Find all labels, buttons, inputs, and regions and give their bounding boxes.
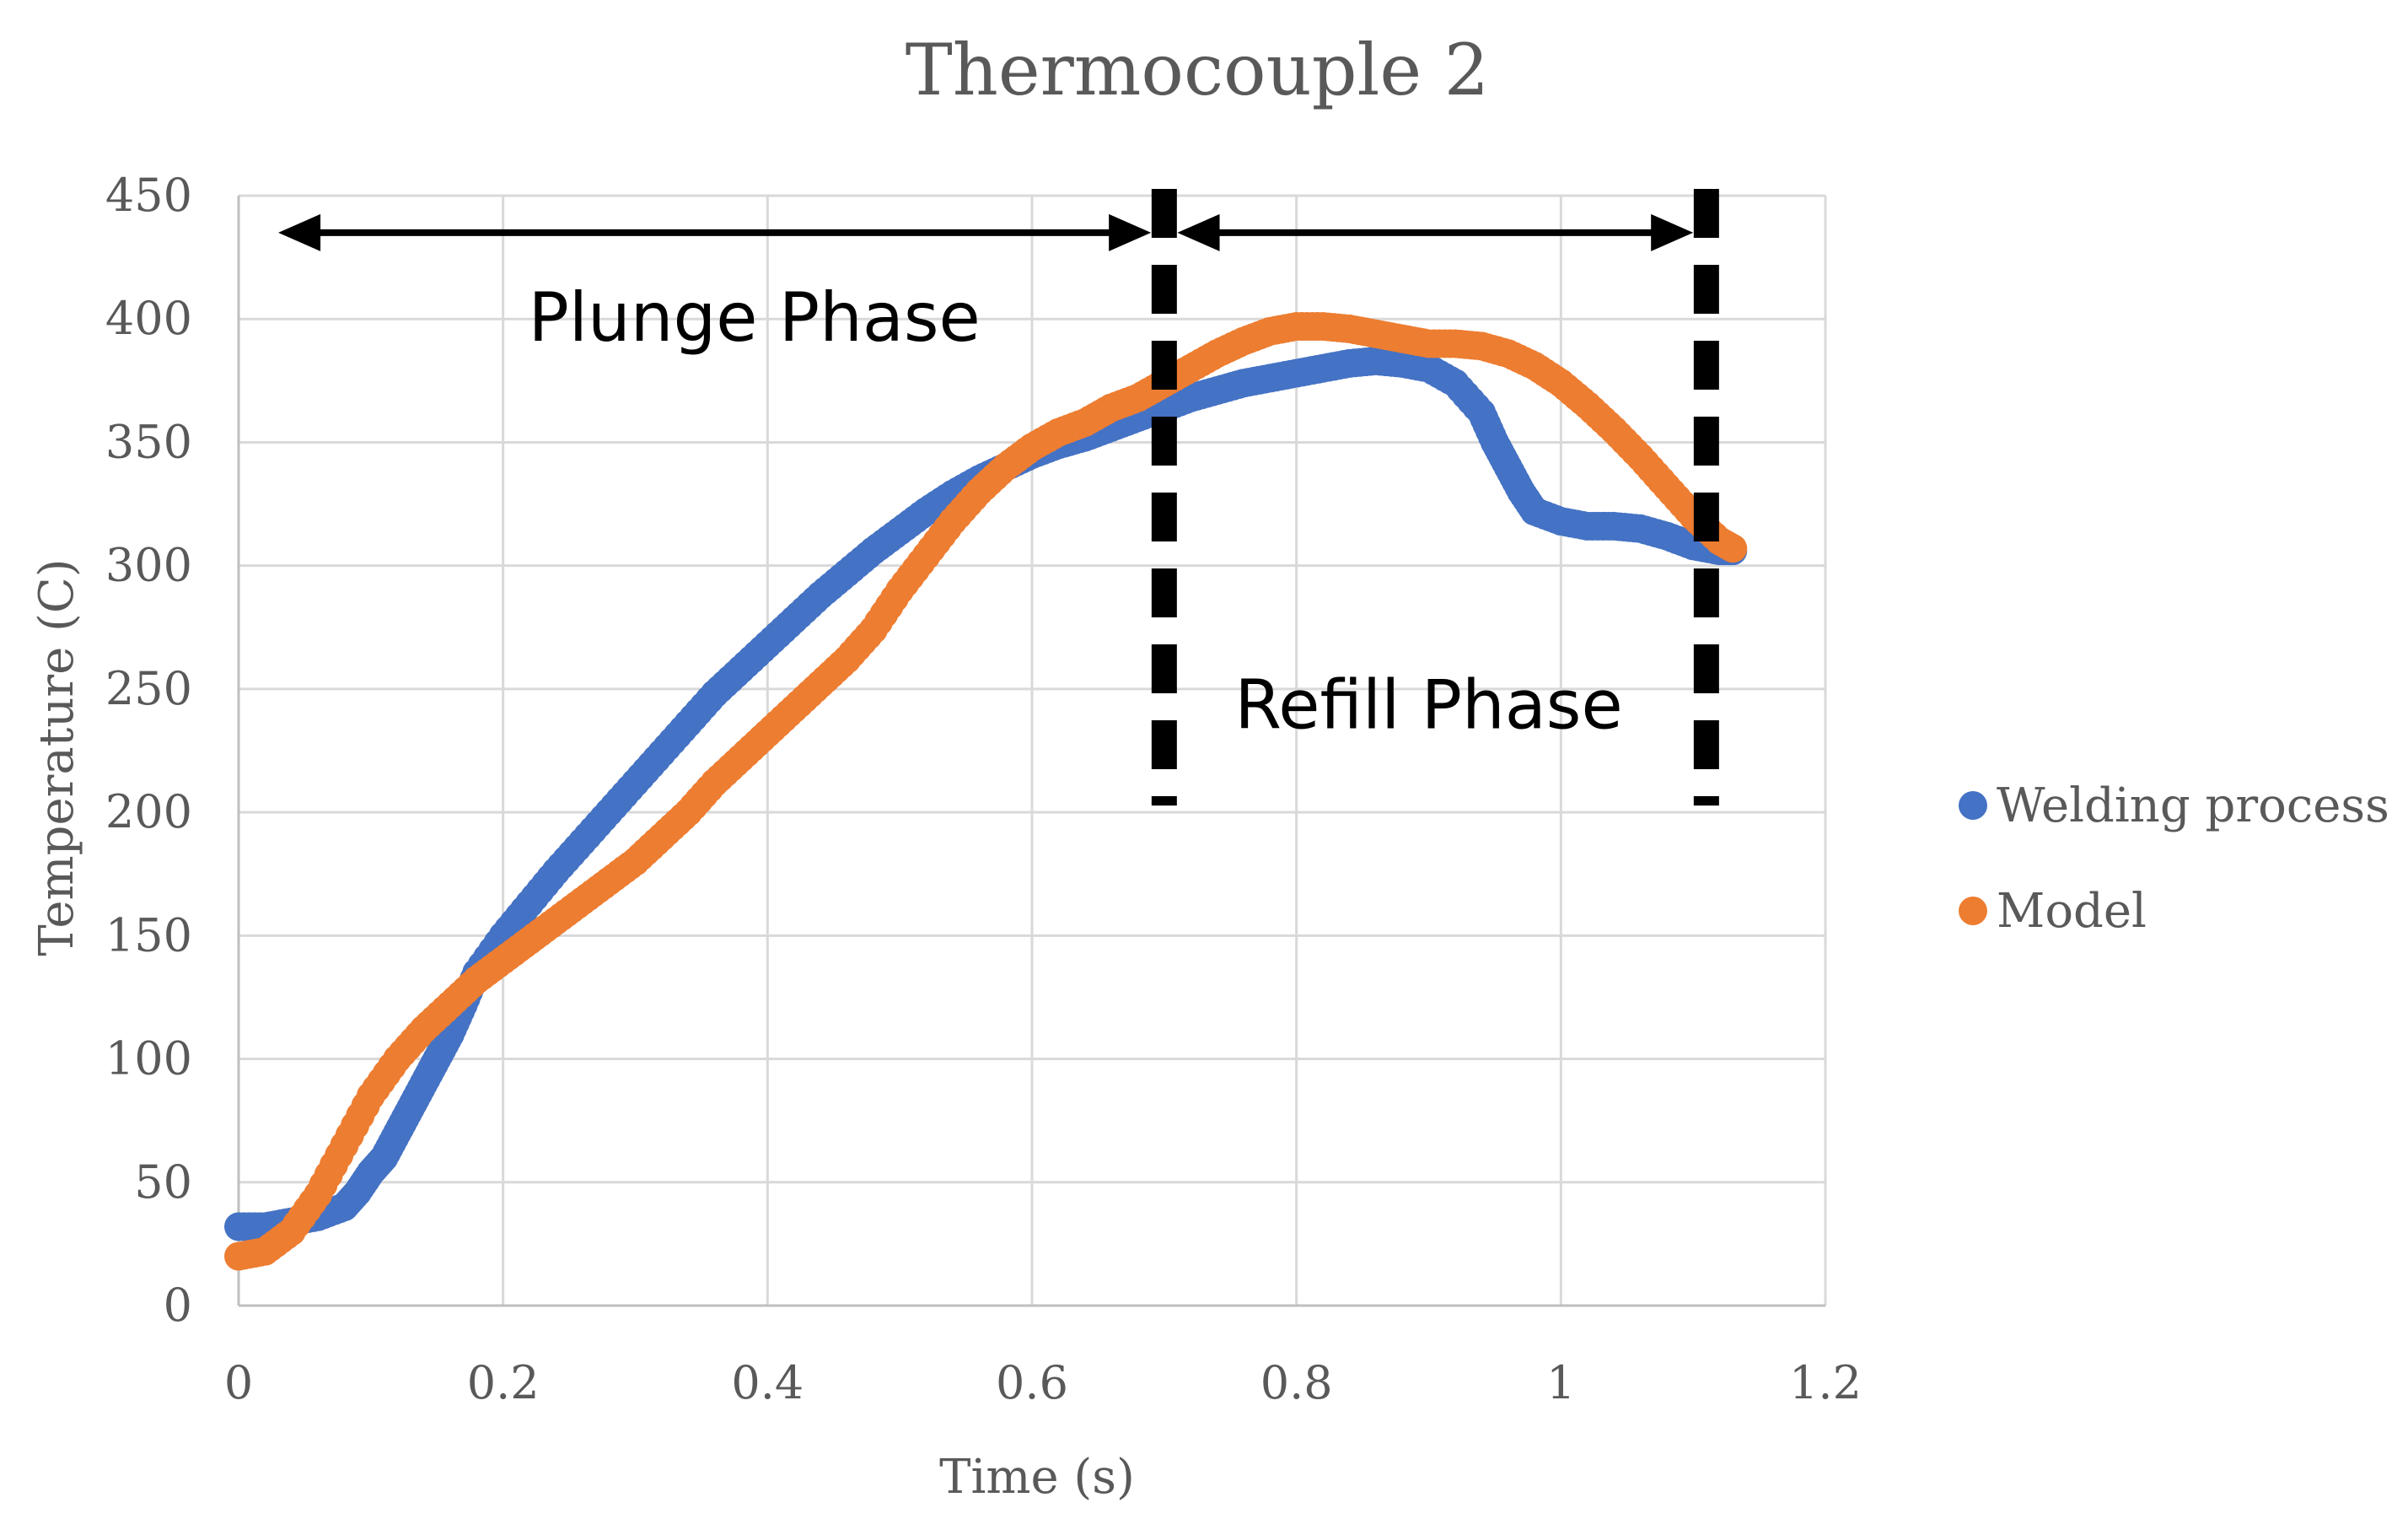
grid-lines — [239, 194, 1827, 1306]
y-tick-labels: 0 50 100 150 200 250 300 350 400 450 — [105, 169, 192, 1332]
phase-markers — [278, 189, 1719, 806]
legend-label-welding-process: Welding process — [1997, 778, 2389, 833]
y-tick-label: 100 — [105, 1032, 192, 1085]
y-tick-label: 350 — [105, 415, 192, 468]
x-tick-label: 0 — [224, 1356, 253, 1409]
y-tick-label: 0 — [164, 1279, 192, 1332]
legend-label-model: Model — [1997, 884, 2147, 939]
y-tick-label: 400 — [105, 292, 192, 345]
y-tick-label: 250 — [105, 662, 192, 715]
phase-arrow-head — [278, 213, 321, 251]
refill-phase-label: Refill Phase — [1234, 665, 1622, 744]
series-model — [224, 311, 1748, 1271]
data-series — [224, 311, 1748, 1271]
phase-arrow-head — [1651, 213, 1694, 251]
x-tick-label: 0.6 — [996, 1356, 1068, 1409]
legend-marker-model — [1959, 897, 1987, 925]
chart-title: Thermocouple 2 — [906, 29, 1489, 111]
axes — [237, 196, 1825, 1307]
x-tick-labels: 0 0.2 0.4 0.6 0.8 1 1.2 — [224, 1356, 1862, 1409]
x-tick-label: 1 — [1546, 1356, 1575, 1409]
x-tick-label: 0.4 — [731, 1356, 804, 1409]
plunge-phase-label: Plunge Phase — [529, 278, 981, 357]
x-tick-label: 1.2 — [1789, 1356, 1862, 1409]
phase-arrow-head — [1177, 213, 1220, 251]
y-tick-label: 300 — [105, 539, 192, 592]
x-axis-title: Time (s) — [939, 1450, 1135, 1505]
y-tick-label: 200 — [105, 785, 192, 838]
x-tick-label: 0.2 — [467, 1356, 540, 1409]
y-axis-title: Temperature (C) — [30, 558, 84, 956]
x-tick-label: 0.8 — [1260, 1356, 1333, 1409]
y-tick-label: 150 — [105, 908, 192, 961]
y-tick-label: 50 — [134, 1155, 192, 1209]
legend-marker-welding-process — [1959, 791, 1987, 820]
y-tick-label: 450 — [105, 169, 192, 222]
data-point — [1718, 534, 1748, 563]
phase-arrow-head — [1109, 213, 1152, 251]
legend: Welding process Model — [1959, 778, 2389, 939]
